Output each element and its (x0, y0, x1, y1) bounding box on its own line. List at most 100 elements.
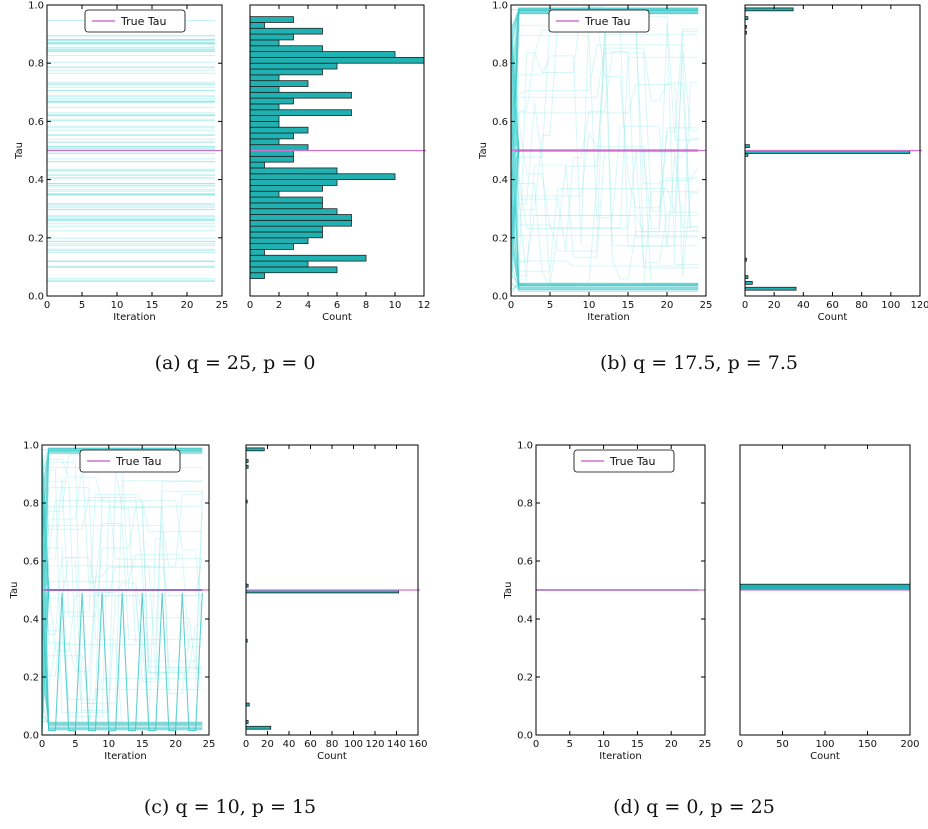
hist-x-tick-label: 80 (326, 739, 339, 750)
hist-bar (249, 115, 280, 122)
hist-x-tick-label: 40 (797, 300, 810, 311)
hist-bar (249, 225, 323, 233)
trace-line (510, 231, 699, 287)
hist-bar (249, 237, 309, 245)
hist-bar (249, 266, 338, 274)
hist-bar (249, 144, 309, 151)
y-tick-label: 1.0 (492, 1, 508, 12)
trace-line (510, 6, 699, 281)
trace-line (510, 81, 699, 267)
legend-box (573, 449, 675, 473)
y-tick-label: 0.2 (23, 673, 39, 684)
hist-bar (249, 179, 338, 186)
legend: True Tau (79, 449, 181, 473)
trace-lines (41, 446, 203, 735)
hist-bar (249, 249, 265, 256)
legend-box (79, 449, 181, 473)
x-axis-label: Iteration (599, 751, 641, 762)
trace-line (41, 503, 203, 591)
x-tick-label: 10 (111, 300, 124, 311)
trace-line (510, 9, 699, 229)
hist-x-tick-label: 140 (387, 739, 406, 750)
hist-bar (249, 22, 265, 29)
trace-axes-frame (535, 444, 706, 736)
x-tick-label: 25 (203, 739, 216, 750)
trace-line (510, 51, 699, 262)
trace-line (41, 499, 203, 714)
trace-line (510, 261, 699, 292)
hist-bar (249, 260, 309, 268)
trace-axes-frame (510, 4, 707, 297)
x-tick-label: 5 (567, 739, 573, 750)
panel-a-plots: 0 5 10 15 20 250.00.20.40.60.81.0IterationTau… (14, 1, 431, 324)
trace-line (41, 506, 203, 553)
x-tick-label: 10 (102, 739, 115, 750)
y-axis-label: Tau (503, 582, 514, 600)
hist-bar (245, 447, 265, 452)
trace-line (510, 12, 699, 230)
y-tick-label: 0.2 (492, 233, 508, 244)
trace-line (510, 72, 699, 286)
trace-line (41, 480, 203, 704)
x-tick-label: 0 (533, 739, 539, 750)
hist-bar (249, 51, 396, 58)
hist-bar (249, 155, 294, 163)
x-axis-label: Iteration (587, 312, 629, 323)
hist-x-tick-label: 12 (418, 300, 431, 311)
hist-x-tick-label: 0 (737, 739, 743, 750)
hist-bar (249, 208, 338, 215)
hist-x-tick-label: 100 (344, 739, 363, 750)
x-tick-label: 0 (44, 300, 50, 311)
hist-x-tick-label: 160 (408, 739, 427, 750)
x-tick-label: 15 (622, 300, 635, 311)
trace-line (41, 519, 203, 635)
y-axis-label: Tau (478, 142, 489, 160)
x-tick-label: 0 (39, 739, 45, 750)
trace-line (510, 223, 699, 285)
hist-x-tick-label: 0 (243, 739, 249, 750)
trace-line (510, 198, 699, 289)
x-tick-label: 20 (169, 739, 182, 750)
trace-axes-frame (41, 444, 210, 736)
hist-bar (249, 161, 265, 169)
hist-x-tick-label: 2 (276, 300, 282, 311)
hist-x-axis-label: Count (322, 312, 352, 323)
trace-line (41, 592, 203, 732)
y-tick-label: 0.4 (23, 615, 39, 626)
hist-bar (249, 45, 323, 52)
y-tick-label: 0.6 (492, 117, 508, 128)
hist-x-tick-label: 20 (261, 739, 274, 750)
hist-x-tick-label: 20 (768, 300, 781, 311)
trace-line (510, 282, 699, 291)
hist-bar (249, 27, 323, 35)
trace-line (510, 43, 699, 286)
hist-x-tick-label: 40 (283, 739, 296, 750)
trace-line (510, 47, 699, 290)
hist-bar (249, 196, 323, 204)
trace-line (41, 493, 203, 674)
hist-bar (249, 74, 280, 82)
y-axis-label: Tau (14, 142, 25, 160)
hist-bar (744, 144, 750, 148)
hist-bar (249, 167, 338, 175)
caption-b: (b) q = 17.5, p = 7.5 (600, 352, 798, 374)
hist-bar (739, 583, 911, 591)
trace-line (41, 452, 203, 673)
histogram-bars (245, 447, 400, 730)
legend: True Tau (84, 9, 186, 33)
y-tick-label: 0.0 (28, 292, 44, 303)
trace-line (510, 51, 699, 272)
y-tick-label: 0.4 (28, 175, 44, 186)
hist-x-axis-label: Count (818, 312, 848, 323)
y-tick-label: 0.6 (517, 557, 533, 568)
x-axis-label: Iteration (104, 751, 146, 762)
trace-lines (47, 20, 215, 282)
trace-line (510, 34, 699, 284)
hist-bar (249, 97, 294, 105)
trace-line (41, 554, 203, 648)
y-tick-label: 0.8 (28, 59, 44, 70)
trace-line (510, 111, 699, 285)
hist-x-tick-label: 100 (881, 300, 900, 311)
y-tick-label: 0.8 (492, 59, 508, 70)
